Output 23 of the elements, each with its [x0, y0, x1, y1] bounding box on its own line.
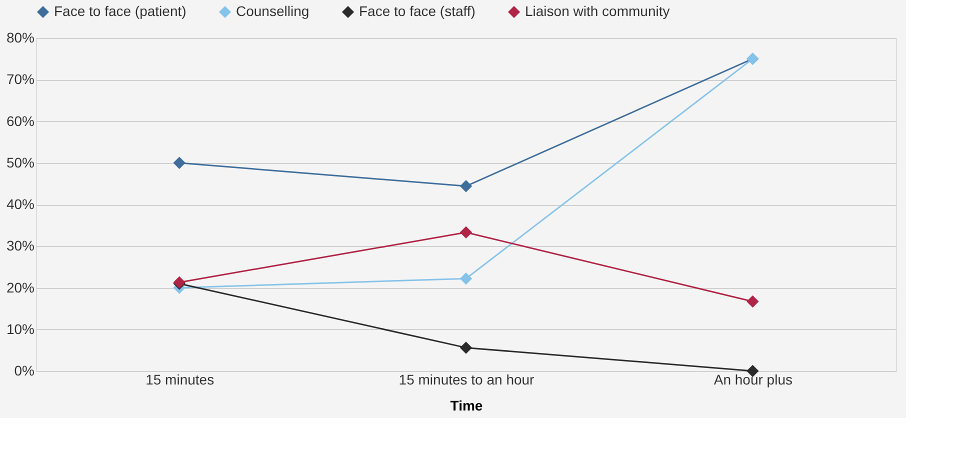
y-tick-label: 20% [6, 279, 34, 296]
x-tick-label: An hour plus [714, 372, 792, 388]
point [460, 226, 472, 239]
point [173, 156, 186, 169]
point [460, 272, 472, 285]
point [746, 295, 759, 308]
y-tick-label: 30% [6, 238, 34, 254]
y-tick-label: 60% [6, 112, 34, 129]
x-tick-label: 15 minutes to an hour [398, 372, 535, 388]
x-tick-label: 15 minutes [146, 372, 214, 388]
legend-label: Face to face (patient) [54, 3, 186, 19]
y-tick-label: 70% [6, 71, 34, 88]
point [460, 180, 472, 192]
legend-label: Counselling [236, 3, 310, 19]
y-tick-label: 10% [6, 320, 34, 337]
y-tick-label: 40% [6, 196, 34, 212]
y-tick-label: 50% [6, 154, 34, 170]
x-axis-title: Time [450, 398, 483, 414]
y-tick-label: 80% [6, 30, 34, 46]
legend-label: Liaison with community [525, 3, 670, 19]
legend-label: Face to face (staff) [359, 3, 476, 19]
y-tick-label: 0% [14, 362, 34, 378]
point [460, 342, 472, 354]
